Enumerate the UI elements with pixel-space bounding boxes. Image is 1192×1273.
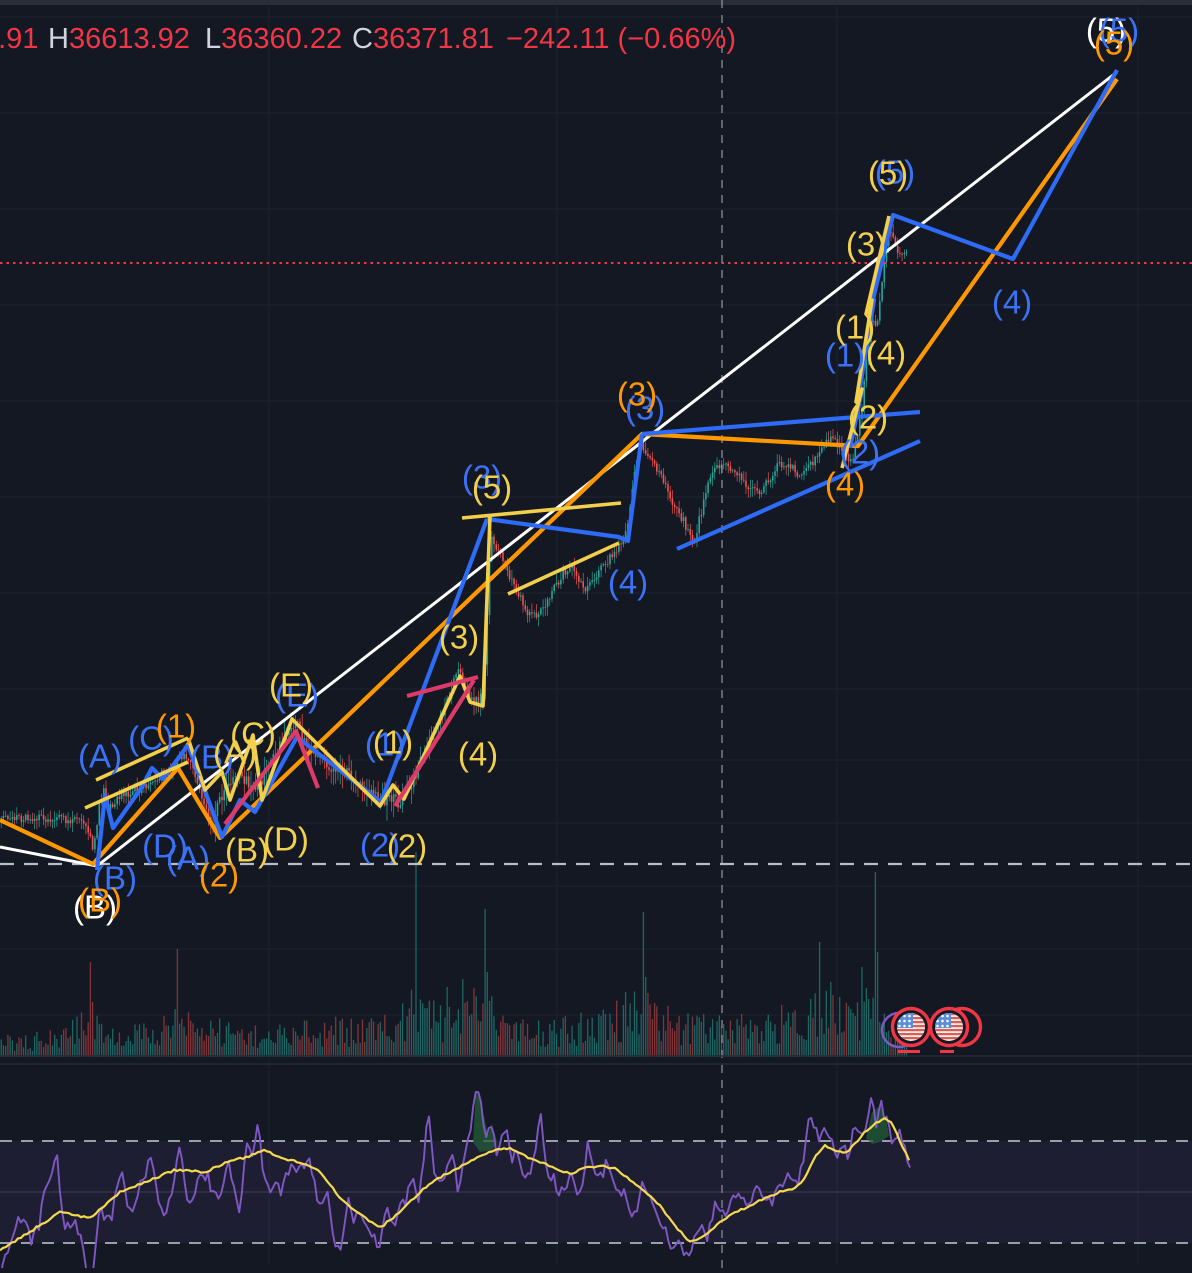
- svg-text:(C): (C): [128, 720, 174, 757]
- svg-text:H36613.92: H36613.92: [48, 23, 190, 55]
- svg-text:(5): (5): [1099, 12, 1139, 49]
- svg-text:(B): (B): [93, 860, 137, 897]
- svg-text:(E): (E): [275, 677, 319, 714]
- svg-text:(1): (1): [156, 708, 196, 745]
- svg-text:(1): (1): [835, 309, 875, 346]
- svg-text:(5): (5): [1094, 25, 1134, 62]
- svg-text:(2): (2): [199, 857, 239, 894]
- svg-text:(3): (3): [439, 619, 479, 656]
- svg-text:L36360.22: L36360.22: [205, 23, 342, 55]
- svg-text:(B): (B): [225, 832, 269, 869]
- svg-text:(3): (3): [846, 226, 886, 263]
- svg-text:(3): (3): [462, 459, 502, 496]
- svg-text:(2): (2): [848, 399, 888, 436]
- svg-text:(5): (5): [1086, 12, 1126, 49]
- svg-text:C36371.81: C36371.81: [352, 23, 494, 55]
- svg-text:(A): (A): [166, 840, 210, 877]
- svg-text:(C): (C): [230, 716, 276, 753]
- svg-text:(B): (B): [190, 739, 234, 776]
- svg-text:(E): (E): [269, 667, 313, 704]
- svg-text:1.91: 1.91: [0, 23, 38, 55]
- svg-text:(2): (2): [360, 827, 400, 864]
- svg-text:(4): (4): [825, 466, 865, 503]
- svg-text:(D): (D): [142, 828, 188, 865]
- svg-text:(3): (3): [617, 376, 657, 413]
- svg-text:(5): (5): [472, 469, 512, 506]
- svg-text:(1): (1): [365, 726, 405, 763]
- svg-text:(A): (A): [78, 738, 122, 775]
- svg-text:(4): (4): [866, 335, 906, 372]
- svg-text:−242.11 (−0.66%): −242.11 (−0.66%): [506, 23, 736, 55]
- svg-text:(D): (D): [263, 821, 309, 858]
- svg-text:(3): (3): [625, 390, 665, 427]
- svg-text:(4): (4): [608, 564, 648, 601]
- svg-text:(B): (B): [78, 882, 122, 919]
- svg-text:(5): (5): [875, 154, 915, 191]
- svg-text:(4): (4): [992, 284, 1032, 321]
- svg-text:(1): (1): [825, 337, 865, 374]
- svg-text:(5): (5): [868, 155, 908, 192]
- svg-text:(4): (4): [458, 736, 498, 773]
- svg-text:(1): (1): [373, 724, 413, 761]
- svg-text:(2): (2): [387, 828, 427, 865]
- svg-text:(A): (A): [213, 734, 257, 771]
- svg-text:(2): (2): [840, 434, 880, 471]
- svg-text:(B): (B): [73, 889, 117, 926]
